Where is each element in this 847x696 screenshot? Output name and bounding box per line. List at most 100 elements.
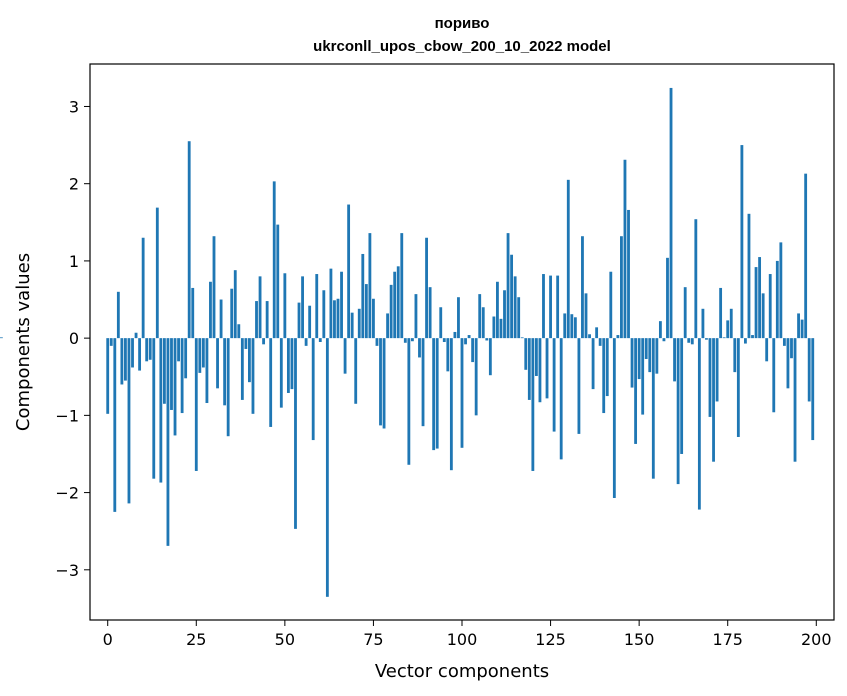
bar-21 [180, 338, 184, 414]
bar-13 [152, 338, 156, 479]
bar-47 [272, 181, 276, 339]
bar-108 [488, 338, 492, 376]
bar-176 [729, 308, 733, 339]
bar-7 [131, 338, 134, 368]
bar-22 [184, 338, 188, 379]
bar-120 [531, 338, 535, 471]
bar-130 [566, 179, 570, 339]
x-tick-label-3: 75 [363, 630, 383, 649]
bar-42 [255, 301, 258, 339]
bar-140 [602, 338, 606, 414]
x-tick-label-0: 0 [103, 630, 113, 649]
bar-14 [155, 207, 159, 339]
bar-147 [627, 209, 630, 339]
bar-133 [577, 338, 581, 434]
bar-199 [811, 338, 815, 441]
bar-4 [120, 338, 124, 385]
bar-87 [414, 294, 418, 339]
bar-137 [591, 338, 595, 390]
bar-68 [347, 204, 351, 339]
bar-144 [616, 335, 620, 339]
bar-63 [329, 268, 333, 339]
bar-98 [453, 331, 457, 339]
bar-100 [460, 338, 464, 448]
chart-subtitle: ukrconll_upos_cbow_200_10_2022 model [313, 38, 611, 55]
bar-126 [552, 338, 556, 432]
bar-163 [683, 287, 687, 339]
bar-12 [148, 338, 152, 360]
bar-116 [517, 297, 521, 339]
bar-132 [573, 317, 577, 339]
bar-11 [145, 338, 149, 362]
bar-17 [166, 338, 170, 546]
bar-104 [474, 338, 478, 416]
bar-80 [389, 284, 393, 339]
bar-78 [382, 338, 386, 429]
bar-160 [673, 338, 676, 382]
bar-148 [630, 338, 634, 388]
bar-8 [134, 332, 138, 339]
bar-62 [325, 338, 329, 597]
bar-77 [379, 338, 382, 426]
bar-112 [503, 290, 506, 339]
bar-37 [237, 324, 241, 339]
bar-189 [775, 260, 779, 339]
bar-51 [286, 338, 290, 393]
bar-135 [584, 293, 588, 339]
bars-group [0, 87, 815, 597]
bar-106 [481, 307, 485, 339]
bar-197 [804, 173, 808, 339]
bar-5 [124, 338, 127, 381]
bar-9 [138, 338, 142, 371]
bar-123 [542, 274, 545, 339]
bar-171 [712, 338, 715, 462]
bar-151 [641, 338, 645, 415]
bar-45 [265, 301, 269, 339]
bar-142 [609, 271, 613, 339]
bar-155 [655, 338, 659, 374]
bar-57 [308, 305, 312, 339]
bar-73 [364, 284, 368, 339]
bar-149 [634, 338, 638, 444]
x-tick-label-7: 175 [712, 630, 743, 649]
bar-115 [513, 276, 517, 339]
plot-frame [89, 63, 835, 621]
bar-35 [230, 288, 234, 339]
bar-61 [322, 290, 326, 339]
bar-60 [318, 338, 322, 342]
bar-24 [191, 287, 195, 339]
x-tick-label-4: 100 [447, 630, 478, 649]
bar-84 [403, 338, 407, 343]
bar-53 [294, 338, 297, 529]
bar-157 [662, 338, 666, 342]
bar-15 [159, 338, 163, 483]
bar-193 [790, 338, 793, 359]
bar-172 [715, 338, 719, 402]
bar-153 [648, 338, 652, 373]
bar-167 [697, 338, 701, 510]
bar-59 [315, 274, 319, 339]
bar-30 [212, 236, 216, 339]
bar-180 [744, 338, 747, 344]
bar-0 [106, 338, 110, 414]
y-tick-label-3: 0 [69, 329, 79, 348]
bar-34 [226, 338, 230, 437]
bar-67 [343, 338, 347, 374]
bar-44 [262, 338, 266, 345]
y-tick-label-4: 1 [69, 252, 79, 271]
x-tick-label-8: 200 [801, 630, 832, 649]
y-tick-label-0: −3 [55, 561, 79, 580]
y-axis-ticks: −3 −2 −1 0 1 2 3 [55, 97, 90, 580]
bar-96 [446, 338, 450, 372]
bar-196 [800, 319, 804, 339]
bar-178 [736, 338, 740, 437]
bar-152 [644, 338, 648, 359]
bar-138 [595, 327, 599, 339]
bar-119 [527, 338, 531, 400]
bar-66 [340, 271, 343, 339]
bar-39 [244, 338, 248, 349]
bar-56 [304, 338, 308, 346]
bar-136 [588, 334, 591, 339]
bar-150 [637, 338, 641, 380]
bar-191 [782, 338, 786, 346]
